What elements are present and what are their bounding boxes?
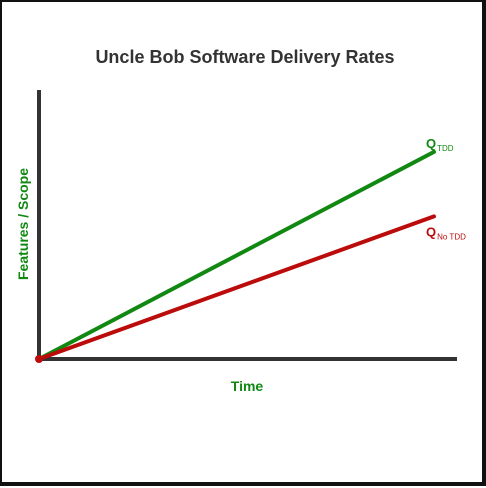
chart-title: Uncle Bob Software Delivery Rates — [95, 47, 394, 67]
series-line-0 — [37, 149, 436, 361]
series-label-1: QNo TDD — [426, 224, 466, 241]
series-label-main-0: Q — [426, 136, 436, 151]
series-lines — [37, 149, 436, 361]
series-label-sub-0: TDD — [437, 144, 454, 153]
series-label-main-1: Q — [426, 224, 436, 239]
series-line-1 — [37, 214, 436, 361]
x-axis-label: Time — [231, 378, 264, 394]
y-axis-label: Features / Scope — [15, 168, 31, 280]
series-label-0: QTDD — [426, 136, 454, 153]
origin-marker — [35, 355, 43, 363]
series-label-sub-1: No TDD — [437, 232, 466, 241]
